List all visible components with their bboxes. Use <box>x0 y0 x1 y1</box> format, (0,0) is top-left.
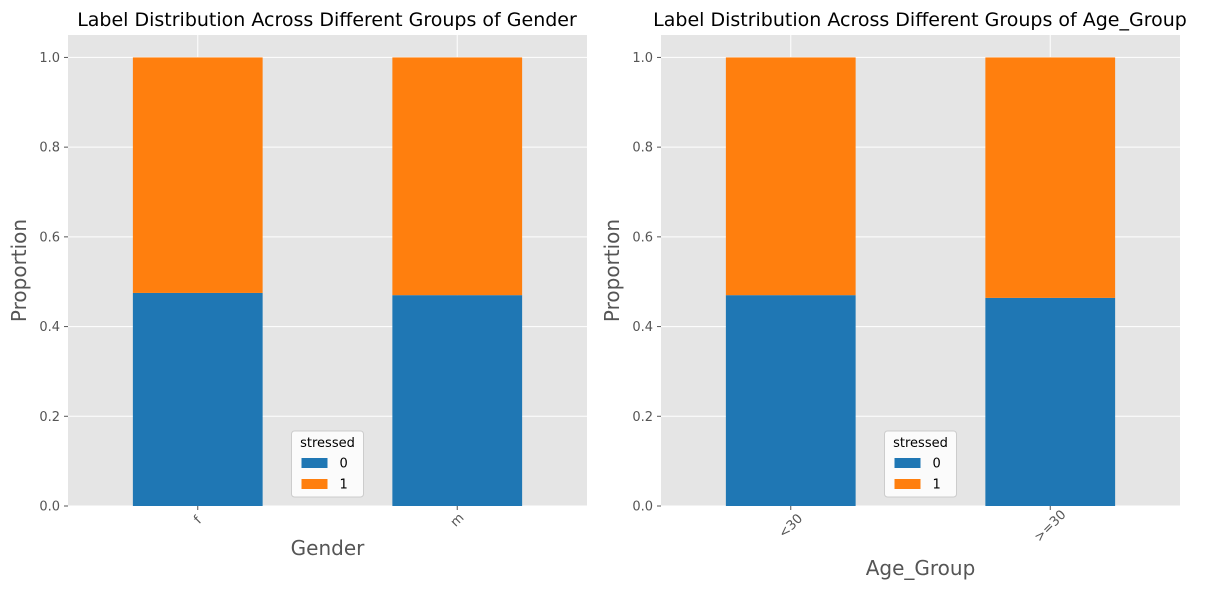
y-axis-label: Proportion <box>600 219 624 322</box>
x-tick-label: >=30 <box>1032 507 1070 545</box>
y-tick-label: 0.8 <box>39 141 60 156</box>
legend: stressed 0 1 <box>884 430 957 498</box>
legend-swatch-1 <box>894 479 921 489</box>
x-tick-label: <30 <box>776 511 806 541</box>
x-tick-label: f <box>191 513 205 527</box>
legend: stressed 0 1 <box>291 430 364 498</box>
legend-label-1: 1 <box>340 478 348 493</box>
chart-panel-1: 0.0 0.2 0.4 0.6 0.8 1.0 f m Label Distribution A… <box>7 9 587 560</box>
y-tick-label: 0.0 <box>632 500 653 515</box>
x-tick-label: m <box>448 511 468 531</box>
y-tick-label: 0.8 <box>632 141 653 156</box>
legend-swatch-0 <box>301 458 328 468</box>
legend-label-0: 0 <box>933 457 941 472</box>
bar-m-series-1 <box>392 57 523 296</box>
y-tick-label: 1.0 <box>632 51 653 66</box>
chart-panel-2: 0.0 0.2 0.4 0.6 0.8 1.0 <30 >=30 Label Distribut… <box>600 9 1187 580</box>
bar-<30-series-1 <box>725 57 856 296</box>
legend-title: stressed <box>893 436 948 451</box>
legend-title: stressed <box>300 436 355 451</box>
bar-f-series-1 <box>132 57 263 293</box>
y-tick-label: 0.0 <box>39 500 60 515</box>
bar-<30-series-0 <box>725 295 856 506</box>
chart-title: Label Distribution Across Different Grou… <box>653 9 1187 31</box>
bar-m-series-0 <box>392 295 523 506</box>
x-axis-label: Age_Group <box>866 556 976 580</box>
y-tick-label: 0.2 <box>632 410 653 425</box>
legend-swatch-1 <box>301 479 328 489</box>
y-tick-label: 0.6 <box>632 230 653 245</box>
y-tick-label: 0.6 <box>39 230 60 245</box>
bar-f-series-0 <box>132 292 263 506</box>
y-axis-label: Proportion <box>7 219 31 322</box>
bar->=30-series-1 <box>985 57 1116 298</box>
legend-label-0: 0 <box>340 457 348 472</box>
y-tick-label: 1.0 <box>39 51 60 66</box>
legend-label-1: 1 <box>933 478 941 493</box>
y-tick-label: 0.4 <box>39 320 60 335</box>
chart-title: Label Distribution Across Different Grou… <box>77 9 577 31</box>
bar->=30-series-0 <box>985 297 1116 506</box>
y-tick-label: 0.4 <box>632 320 653 335</box>
x-axis-label: Gender <box>291 536 365 560</box>
legend-swatch-0 <box>894 458 921 468</box>
y-tick-label: 0.2 <box>39 410 60 425</box>
